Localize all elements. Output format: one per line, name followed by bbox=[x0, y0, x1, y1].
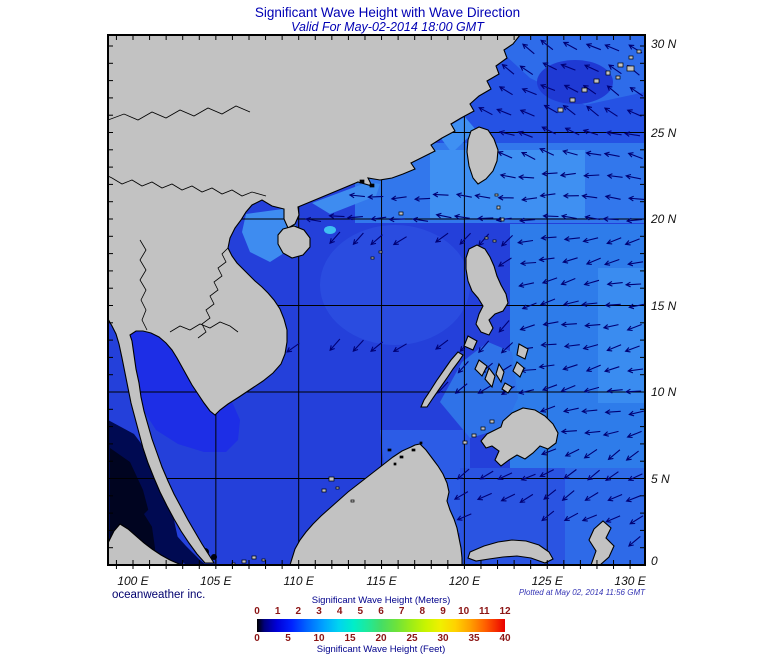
lat-label: 5 N bbox=[651, 472, 670, 486]
meters-tick: 7 bbox=[398, 606, 405, 617]
meters-tick: 6 bbox=[378, 606, 384, 617]
meters-tick: 8 bbox=[419, 606, 426, 617]
lat-label: 15 N bbox=[651, 299, 677, 313]
lon-label: 125 E bbox=[531, 574, 563, 588]
map-plot-area bbox=[108, 35, 645, 565]
valid-time-subtitle: Valid For May-02-2014 18:00 GMT bbox=[291, 20, 484, 34]
page-title: Significant Wave Height with Wave Direct… bbox=[254, 5, 521, 20]
feet-tick: 15 bbox=[344, 633, 356, 644]
meters-tick: 10 bbox=[458, 606, 470, 617]
plotted-timestamp: Plotted at May 02, 2014 11:56 GMT bbox=[518, 588, 645, 597]
lat-label: 20 N bbox=[651, 212, 677, 226]
lon-label: 115 E bbox=[366, 574, 397, 588]
meters-tick: 12 bbox=[499, 606, 511, 617]
map-frame bbox=[107, 34, 646, 566]
lon-label: 100 E bbox=[117, 574, 149, 588]
meters-tick: 1 bbox=[274, 606, 281, 617]
legend-title-feet: Significant Wave Height (Feet) bbox=[316, 644, 446, 655]
meters-tick: 2 bbox=[295, 606, 302, 617]
oceanweather-credit: oceanweather inc. bbox=[112, 589, 206, 601]
lon-label: 110 E bbox=[283, 574, 314, 588]
feet-tick: 40 bbox=[499, 633, 511, 644]
lat-label: 30 N bbox=[651, 37, 677, 51]
meters-tick: 4 bbox=[336, 606, 343, 617]
meters-tick: 3 bbox=[316, 606, 322, 617]
meters-tick: 11 bbox=[479, 606, 490, 617]
feet-tick: 10 bbox=[313, 633, 325, 644]
meters-tick: 9 bbox=[440, 606, 446, 617]
feet-tick: 25 bbox=[406, 633, 418, 644]
axis-ticks bbox=[108, 35, 645, 569]
feet-tick: 35 bbox=[468, 633, 480, 644]
land-masses bbox=[108, 35, 615, 565]
lon-label: 130 E bbox=[614, 574, 646, 588]
meters-tick: 0 bbox=[254, 606, 260, 617]
country-borders bbox=[108, 105, 267, 339]
small-islands bbox=[231, 49, 642, 565]
feet-tick: 0 bbox=[254, 633, 260, 644]
wave-direction-arrows bbox=[286, 39, 645, 547]
lon-label: 120 E bbox=[448, 574, 481, 588]
lon-label: 105 E bbox=[200, 574, 232, 588]
lat-label: 10 N bbox=[651, 385, 677, 399]
legend-title-meters: Significant Wave Height (Meters) bbox=[311, 595, 451, 606]
lat-label: 0 bbox=[651, 554, 658, 568]
meters-tick: 5 bbox=[357, 606, 364, 617]
wave-height-colorbar bbox=[257, 619, 505, 632]
feet-tick: 5 bbox=[285, 633, 291, 644]
feet-tick: 20 bbox=[375, 633, 387, 644]
lat-label: 25 N bbox=[651, 126, 677, 140]
feet-tick: 30 bbox=[437, 633, 449, 644]
